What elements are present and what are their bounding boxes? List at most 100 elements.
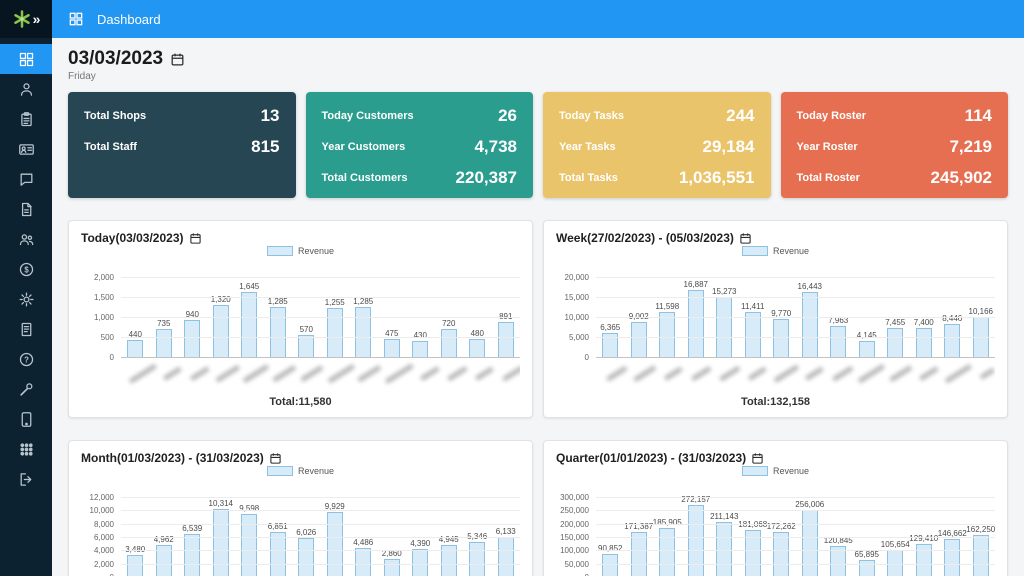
staff-person-icon (20, 82, 32, 96)
sidebar-expand-chevrons[interactable]: » (32, 11, 41, 27)
chart-legend: Revenue (81, 466, 520, 476)
bar-column: 7,400 (910, 318, 939, 358)
revenue-bar (497, 322, 514, 358)
redacted-x-label (501, 365, 520, 382)
calendar-icon (270, 452, 281, 464)
bar-value-label: 9,770 (771, 308, 792, 318)
chart-body: 0 5,000 10,000 15,000 20,000 6,365 9,002 11,59… (556, 262, 995, 362)
y-axis: 0 50,000 100,000 150,000 200,000 250,000 300,0… (556, 482, 596, 576)
app-logo-icon (13, 10, 30, 28)
sidebar-item-logout[interactable] (0, 464, 52, 494)
svg-text:?: ? (24, 355, 29, 364)
bar-column: 181,068 (738, 520, 767, 576)
bar-column: 7,963 (824, 316, 853, 358)
revenue-bar (801, 509, 818, 576)
gridline (596, 523, 995, 525)
revenue-bar (469, 338, 486, 358)
bar-value-label: 4,145 (856, 331, 877, 341)
x-label-slot (596, 361, 628, 395)
revenue-bar (659, 311, 676, 358)
bar-value-label: 162,250 (966, 524, 996, 534)
gridline (596, 277, 995, 278)
stat-label: Today Tasks (559, 110, 625, 122)
bar-column: 16,887 (682, 280, 711, 358)
calendar-icon[interactable] (170, 52, 185, 67)
revenue-bar (155, 544, 172, 576)
topbar: Dashboard (52, 0, 1024, 38)
bar-value-label: 1,285 (353, 296, 374, 306)
stat-value: 29,184 (702, 137, 755, 156)
sidebar-item-chat[interactable] (0, 164, 52, 194)
bar-column: 3,480 (121, 545, 150, 576)
device-tablet-icon (21, 411, 31, 427)
chart-week-revenue: Week(27/02/2023) - (05/03/2023) Revenue … (543, 220, 1008, 418)
y-axis: 0 5,000 10,000 15,000 20,000 (556, 262, 596, 362)
sidebar-item-staff[interactable] (0, 74, 52, 104)
stat-label: Year Tasks (559, 141, 616, 153)
sidebar-item-reports[interactable] (0, 194, 52, 224)
sidebar-item-apps[interactable] (0, 434, 52, 464)
legend-swatch (741, 246, 768, 256)
gridline (596, 337, 995, 338)
stat-row: Total Roster 245,902 (797, 168, 993, 188)
bar-value-label: 256,006 (795, 499, 825, 509)
y-tick-label: 50,000 (564, 559, 589, 569)
bar-column: 9,770 (767, 309, 796, 358)
legend-label: Revenue (297, 466, 335, 476)
stat-card-customers: Today Customers 26 Year Customers 4,738 … (305, 92, 533, 198)
bar-value-label: 4,962 (153, 534, 174, 544)
sidebar-item-id-card[interactable] (0, 134, 52, 164)
sidebar-item-settings[interactable] (0, 284, 52, 314)
stat-label: Total Roster (796, 172, 860, 184)
y-tick-label: 0 (584, 353, 589, 362)
stat-card-roster: Today Roster 114 Year Roster 7,219 Total… (780, 92, 1008, 198)
sidebar-item-dashboard[interactable] (0, 44, 52, 74)
sidebar-item-invoices[interactable] (0, 314, 52, 344)
bar-column: 891 (492, 312, 521, 358)
bar-column: 1,255 (321, 298, 350, 358)
stat-value: 7,219 (949, 137, 992, 156)
gridline (121, 317, 520, 318)
y-tick-label: 0 (109, 353, 114, 362)
report-document-icon (21, 202, 32, 216)
sidebar-item-payments[interactable]: $ (0, 254, 52, 284)
legend-label: Revenue (297, 246, 335, 256)
y-tick-label: 15,000 (564, 293, 589, 302)
bar-value-label: 940 (185, 310, 199, 320)
gridline (596, 510, 995, 512)
stat-value: 244 (726, 106, 755, 125)
gridline (596, 563, 995, 565)
calendar-icon (752, 452, 763, 464)
bar-value-label: 185,905 (653, 518, 682, 527)
bar-column: 9,598 (235, 504, 264, 576)
revenue-bar (241, 514, 258, 576)
y-tick-label: 300,000 (560, 493, 589, 502)
stat-value: 245,902 (930, 168, 992, 187)
bar-value-label: 11,411 (741, 302, 765, 312)
bar-value-label: 4,486 (353, 538, 374, 548)
x-label-slot (624, 361, 657, 395)
chart-today-revenue: Today(03/03/2023) Revenue 0 500 1,000 1,500… (68, 220, 533, 418)
bar-column: 570 (292, 325, 321, 358)
bar-column: 1,285 (264, 297, 293, 358)
apps-grid-icon (19, 442, 33, 456)
revenue-bar (944, 324, 961, 358)
stat-label: Today Roster (796, 110, 866, 122)
revenue-bar (915, 328, 932, 358)
chart-quarter-revenue: Quarter(01/01/2023) - (31/03/2023) Reven… (543, 440, 1008, 576)
revenue-bar (773, 318, 790, 358)
chart-title-row: Today(03/03/2023) (81, 231, 520, 245)
sidebar-item-customers[interactable] (0, 224, 52, 254)
revenue-bar (716, 296, 733, 358)
bar-column: 440 (121, 330, 150, 358)
sidebar-item-help[interactable]: ? (0, 344, 52, 374)
x-axis-line (596, 357, 995, 358)
sidebar-item-tools[interactable] (0, 374, 52, 404)
bar-value-label: 7,400 (913, 318, 934, 328)
sidebar-item-tasks[interactable] (0, 104, 52, 134)
bar-column: 7,455 (881, 318, 910, 358)
revenue-bar (298, 537, 315, 576)
sidebar-item-devices[interactable] (0, 404, 52, 434)
bar-column: 6,539 (178, 524, 207, 576)
